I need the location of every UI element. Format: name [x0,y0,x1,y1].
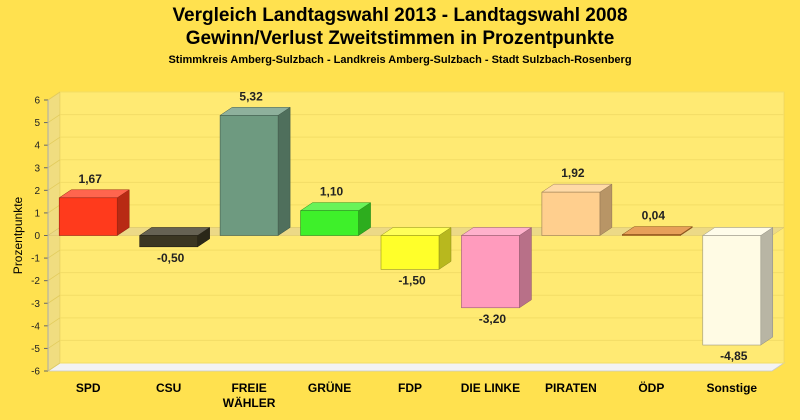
y-tick-label: 5 [34,118,40,129]
grid-line-side [47,294,61,304]
x-tick-label: ÖDP [638,380,664,395]
plot-floor [46,362,786,372]
y-tick-label: 0 [34,231,40,242]
x-tick-label-line: CSU [156,381,181,395]
y-tick-label: 1 [34,208,40,219]
x-tick-label-line: FDP [398,381,422,395]
bar-3 [299,202,372,236]
bar-0 [58,189,131,236]
bar-top [299,202,372,211]
chart-title-line-2: Gewinn/Verlust Zweitstimmen in Prozentpu… [185,28,615,49]
grid-line-side [47,249,61,259]
bar-front [300,210,359,236]
y-tick-label: -5 [31,344,40,355]
y-tick-label: -6 [31,367,40,378]
x-tick-label-line: SPD [76,381,101,395]
y-tick-label: -3 [31,299,40,310]
bar-front [702,235,762,346]
grid-line-side [47,317,61,327]
bar-1 [138,227,211,248]
bar-top [701,227,774,236]
y-tick-label: 6 [34,96,40,107]
x-tick-label-line: PIRATEN [545,381,597,395]
x-tick-label-line: FREIE [231,381,266,395]
chart-subtitle: Stimmkreis Amberg-Sulzbach - Landkreis A… [168,54,632,66]
bar-2 [219,106,291,236]
grid-line-side [47,182,61,191]
y-tick-label: 3 [34,163,40,174]
bar-front [58,197,118,236]
grid-line-side [47,159,61,169]
bar-5 [460,227,533,309]
bar-4 [380,227,452,270]
x-tick-label-line: DIE LINKE [461,381,520,395]
y-tick-label: -4 [31,321,40,332]
bar-side [760,227,774,346]
bar-front [541,191,601,236]
bar-top [58,189,131,199]
grid-line-side [47,272,61,281]
x-tick-label-line: Sonstige [706,381,757,395]
x-tick-label: FDP [398,381,422,395]
x-tick-label: GRÜNE [308,380,351,395]
grid-line-side [47,136,61,146]
y-tick-label: 4 [34,141,40,152]
grid-line-side [47,340,61,349]
bar-front [139,235,198,248]
grid-line-side [47,114,61,123]
bar-top [219,107,291,116]
bar-front [461,235,520,309]
value-label: 0,04 [642,209,666,223]
bar-front [622,234,681,236]
x-tick-label-line: ÖDP [638,380,664,395]
bar-top [621,226,694,235]
bar-front [219,115,279,236]
y-tick-label: -2 [31,276,40,287]
x-tick-label: FREIE WÄHLER [223,381,276,410]
value-label: 5,32 [239,89,263,103]
value-label: -3,20 [479,312,507,326]
value-label: 1,10 [320,185,344,199]
bar-front [380,235,440,270]
bar-6 [541,183,613,236]
bar-side [599,183,613,236]
x-tick-label: SPD [76,381,101,395]
x-tick-label: PIRATEN [545,381,597,395]
bar-top [541,183,613,193]
bar-side [519,227,532,309]
y-axis-label: Prozentpunkte [11,196,25,274]
grid-line-side [47,91,61,101]
value-label: -1,50 [398,273,426,287]
bar-7 [621,226,694,236]
bar-top [138,227,211,236]
bar-side [277,106,291,236]
bar-top [380,227,452,236]
x-tick-label: DIE LINKE [461,381,520,395]
x-tick-label-line: GRÜNE [308,380,351,395]
value-label: 1,92 [561,166,585,180]
x-tick-label: CSU [156,381,181,395]
y-tick-label: -1 [31,254,40,265]
grid-line-side [47,362,61,372]
x-tick-label-line: WÄHLER [223,395,276,410]
x-tick-label: Sonstige [706,381,757,395]
chart-title-line-1: Vergleich Landtagswahl 2013 - Landtagswa… [172,5,628,26]
y-tick-label: 2 [34,186,40,197]
bar-top [460,227,533,236]
value-label: -4,85 [720,349,748,363]
value-label: 1,67 [79,172,103,186]
grid-line-side [47,204,61,214]
bar-8 [701,227,774,346]
value-label: -0,50 [157,251,185,265]
chart-title-block: Vergleich Landtagswahl 2013 - Landtagswa… [0,4,800,68]
